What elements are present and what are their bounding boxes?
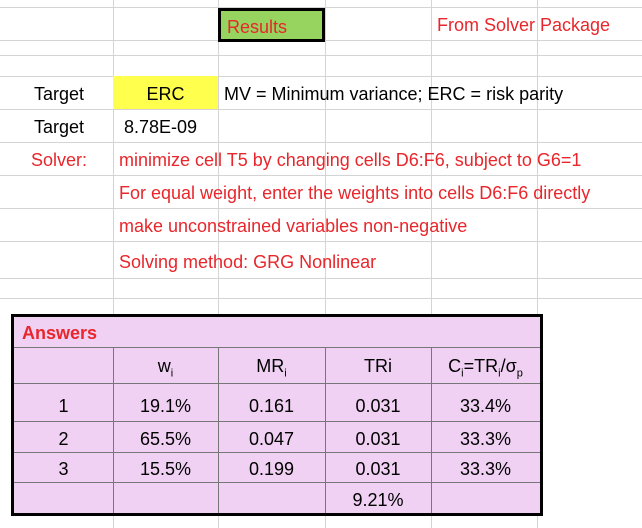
solver-label[interactable]: Solver: <box>31 150 88 170</box>
total-tr[interactable]: 9.21% <box>352 490 404 510</box>
panel-row-line <box>14 421 540 422</box>
header-c-sigma: σ <box>505 356 517 376</box>
results-label: Results <box>227 17 288 37</box>
source-note[interactable]: From Solver Package <box>437 15 611 35</box>
solver-line-1[interactable]: minimize cell T5 by changing cells D6:F6… <box>119 150 582 170</box>
target-value-cell[interactable] <box>113 76 218 109</box>
row-line <box>0 278 642 279</box>
answers-title: Answers <box>22 323 98 343</box>
target-label[interactable]: Target <box>34 84 85 104</box>
row-1-weight[interactable]: 19.1% <box>139 396 192 416</box>
row-3-tr[interactable]: 0.031 <box>355 459 401 479</box>
row-1-tr[interactable]: 0.031 <box>355 396 401 416</box>
header-c-sub: i <box>461 367 464 380</box>
panel-row-line <box>14 383 540 384</box>
row-1-index[interactable]: 1 <box>58 396 69 416</box>
row-line <box>0 175 642 176</box>
header-tr[interactable]: TRi <box>364 356 392 376</box>
header-w-sub: i <box>170 367 174 380</box>
answers-panel: Answers wi MRi TRi Ci=TRi/σp 1 19.1% 0.1… <box>11 314 543 516</box>
row-3-mr[interactable]: 0.199 <box>248 459 295 479</box>
row-line <box>0 298 642 299</box>
header-c-sep: / <box>500 356 506 376</box>
row-line <box>0 109 642 110</box>
target2-value[interactable]: 8.78E-09 <box>124 117 198 137</box>
target2-label[interactable]: Target <box>34 117 85 137</box>
row-2-index[interactable]: 2 <box>58 429 69 449</box>
panel-col-line <box>218 347 219 513</box>
row-1-contribution[interactable]: 33.4% <box>459 396 512 416</box>
row-line <box>0 142 642 143</box>
row-1-mr[interactable]: 0.161 <box>248 396 295 416</box>
column-line <box>431 0 432 528</box>
column-line <box>218 0 219 528</box>
header-mr[interactable]: MRi <box>218 357 325 380</box>
solver-line-2[interactable]: For equal weight, enter the weights into… <box>119 183 591 203</box>
panel-row-line <box>14 482 540 483</box>
results-cell[interactable]: Results <box>218 8 325 42</box>
panel-col-line <box>431 347 432 513</box>
row-2-mr[interactable]: 0.047 <box>248 429 295 449</box>
row-3-index[interactable]: 3 <box>58 459 69 479</box>
panel-col-line <box>113 347 114 513</box>
header-c-sub2: i <box>498 367 501 380</box>
row-2-contribution[interactable]: 33.3% <box>459 429 512 449</box>
row-2-tr[interactable]: 0.031 <box>355 429 401 449</box>
panel-col-line <box>325 347 326 513</box>
header-w-text: w <box>157 356 171 376</box>
target-value: ERC <box>146 84 185 104</box>
row-line <box>0 241 642 242</box>
row-line <box>0 7 642 8</box>
row-2-weight[interactable]: 65.5% <box>139 429 192 449</box>
header-c-text: C <box>448 356 462 376</box>
solver-line-4[interactable]: Solving method: GRG Nonlinear <box>119 252 377 272</box>
column-line <box>113 0 114 528</box>
row-line <box>0 76 642 77</box>
header-c-mid: =TR <box>463 356 499 376</box>
target-note[interactable]: MV = Minimum variance; ERC = risk parity <box>224 84 564 104</box>
solver-line-3[interactable]: make unconstrained variables non-negativ… <box>119 216 468 236</box>
row-line <box>0 208 642 209</box>
header-c[interactable]: Ci=TRi/σp <box>431 357 540 380</box>
row-3-weight[interactable]: 15.5% <box>139 459 192 479</box>
column-line <box>325 0 326 528</box>
header-mr-sub: i <box>284 367 287 380</box>
column-line <box>537 0 538 528</box>
header-c-sub3: p <box>516 367 523 380</box>
row-3-contribution[interactable]: 33.3% <box>459 459 512 479</box>
panel-row-line <box>14 347 540 348</box>
row-line <box>0 55 642 56</box>
panel-row-line <box>14 452 540 453</box>
header-mr-text: MR <box>256 356 285 376</box>
header-w[interactable]: wi <box>113 357 218 380</box>
